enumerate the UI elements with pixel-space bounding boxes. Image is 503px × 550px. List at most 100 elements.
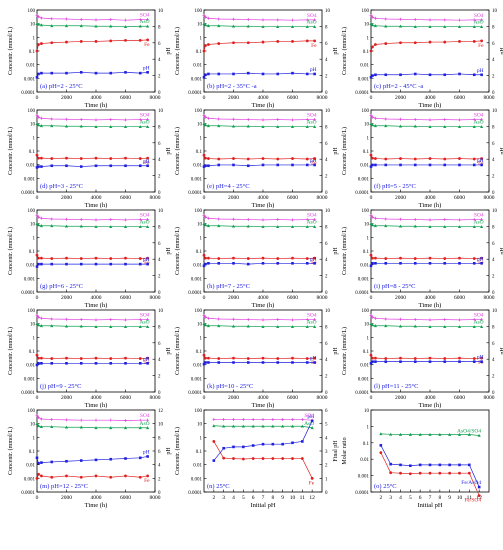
y-tick-label: 0.0001	[355, 391, 369, 396]
y2-axis-label: pH	[500, 47, 503, 55]
x-tick-label: 4000	[425, 95, 436, 101]
plot-frame	[36, 309, 156, 393]
y-tick-label: 0.0001	[21, 191, 35, 196]
y-tick-label: 10	[197, 423, 203, 428]
y2-tick-label: 10	[325, 109, 331, 114]
data-point	[428, 157, 432, 160]
data-point	[313, 125, 317, 128]
data-point	[204, 73, 207, 77]
data-point	[109, 24, 113, 28]
y-tick-label: 0.0001	[188, 291, 202, 296]
y-tick-label: 0.1	[196, 450, 203, 455]
y2-axis-label: pH	[500, 247, 503, 255]
data-point	[246, 24, 250, 28]
series-label: Fe	[309, 480, 315, 486]
series-line-aso	[36, 23, 148, 28]
data-point	[313, 325, 317, 328]
data-point	[36, 223, 41, 227]
y2-tick-label: 6	[325, 142, 328, 147]
data-point	[443, 125, 447, 128]
data-point	[65, 418, 68, 422]
data-point	[203, 15, 207, 19]
data-point	[207, 157, 210, 160]
y-tick-label: 0.001	[358, 277, 370, 282]
data-point	[123, 225, 128, 228]
y-tick-label: 0.001	[191, 377, 203, 382]
data-point	[79, 218, 83, 222]
data-point	[291, 441, 294, 445]
data-point	[246, 318, 250, 322]
data-point	[146, 426, 150, 430]
data-point	[480, 25, 484, 28]
data-point	[408, 472, 412, 476]
data-point	[204, 164, 207, 168]
data-point	[261, 318, 265, 322]
series-label: AsO	[140, 220, 150, 226]
data-point	[480, 325, 484, 328]
series-label: SO4	[307, 13, 317, 19]
x-tick-label: 2	[212, 495, 215, 501]
series-label: SO4	[304, 413, 314, 419]
data-point	[477, 433, 481, 437]
data-point	[313, 361, 316, 364]
data-point	[36, 22, 41, 26]
y-tick-label: 0.01	[26, 264, 35, 269]
data-point	[217, 357, 221, 360]
data-point	[281, 442, 284, 446]
data-point	[472, 118, 476, 122]
data-point	[146, 71, 149, 74]
data-point	[310, 476, 314, 480]
data-point	[399, 463, 402, 467]
y-axis-label: Concentr. (mmol/L)	[174, 427, 181, 475]
data-point	[409, 464, 412, 468]
x-tick-label: 4000	[425, 395, 436, 401]
panel-label: (m) pH=12 - 25°C	[40, 483, 88, 490]
data-point	[217, 324, 221, 328]
data-point	[261, 225, 265, 228]
data-point	[246, 218, 250, 222]
data-point	[251, 418, 255, 422]
data-point	[458, 463, 461, 467]
y2-tick-label: 2	[158, 275, 161, 280]
data-point	[79, 425, 83, 429]
data-point	[276, 18, 280, 22]
y2-tick-label: 4	[158, 258, 161, 263]
x-tick-label: 2000	[61, 495, 72, 501]
y-tick-label: 0.001	[24, 477, 36, 482]
data-point	[457, 225, 462, 228]
x-axis-label: Initial pH	[417, 502, 442, 509]
data-point	[291, 256, 294, 260]
data-point	[480, 157, 484, 160]
subplot-9: 0 2000 4000 6000 8000 Time (h) 0.0001 0.001 0.01…	[7, 309, 172, 409]
data-point	[50, 257, 54, 260]
data-point	[458, 471, 461, 475]
x-tick-label: 7	[429, 495, 432, 501]
data-point	[203, 123, 208, 127]
data-point	[443, 40, 447, 44]
data-point	[467, 432, 471, 436]
data-point	[202, 122, 206, 125]
data-point	[480, 125, 484, 128]
series-label: Fe	[144, 478, 150, 484]
series-line-aso	[370, 223, 482, 228]
data-point	[50, 475, 54, 479]
y-tick-label: 0.001	[24, 377, 36, 382]
data-point	[399, 317, 402, 321]
data-point	[384, 17, 388, 21]
data-point	[379, 444, 383, 447]
y2-tick-label: 6	[492, 242, 495, 247]
y2-tick-label: 0	[158, 291, 161, 296]
data-point	[371, 262, 374, 265]
panel-label: (o) 25°C	[374, 483, 397, 490]
data-point	[399, 157, 402, 160]
data-point	[94, 418, 98, 422]
data-point	[35, 413, 39, 417]
data-point	[369, 165, 373, 168]
data-point	[109, 262, 113, 266]
data-point	[109, 318, 113, 322]
data-point	[472, 218, 476, 222]
data-point	[374, 262, 377, 265]
data-point	[39, 16, 43, 20]
data-point	[472, 163, 476, 167]
